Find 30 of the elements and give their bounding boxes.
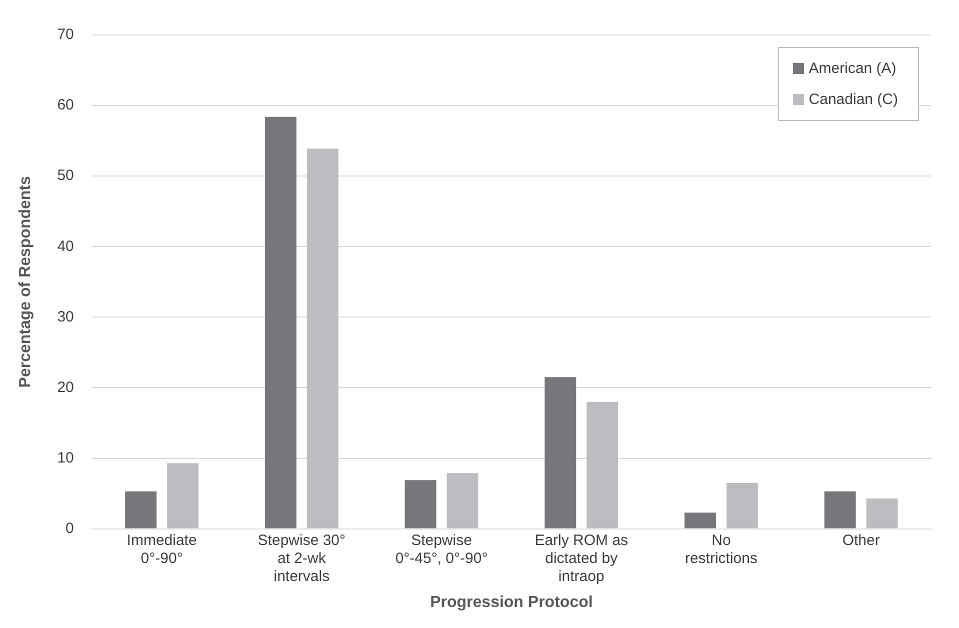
y-tick-label: 60 xyxy=(57,96,74,114)
bar xyxy=(586,402,618,528)
bar xyxy=(726,482,758,528)
bar xyxy=(167,463,199,528)
y-tick-label: 30 xyxy=(57,308,74,326)
x-tick-label: Other xyxy=(842,532,880,549)
legend-label: Canadian (C) xyxy=(808,91,898,108)
y-tick-label: 50 xyxy=(57,167,74,184)
x-axis-title: Progression Protocol xyxy=(430,594,593,611)
x-tick-label: Stepwise 0°-45°, 0°-90° xyxy=(395,532,488,567)
y-tick-label: 0 xyxy=(66,520,74,537)
y-axis-title: Percentage of Respondents xyxy=(17,176,34,388)
bar xyxy=(125,491,157,528)
bar xyxy=(446,473,478,528)
y-tick-label: 10 xyxy=(57,449,74,466)
bar xyxy=(824,491,856,528)
bar xyxy=(866,498,898,528)
x-tick-label: No restrictions xyxy=(684,532,758,567)
y-tick-label: 40 xyxy=(57,238,74,255)
x-tick-label: Early ROM as dictated by intraop xyxy=(534,532,628,585)
bar xyxy=(306,148,338,528)
bar xyxy=(264,116,296,528)
legend-label: American (A) xyxy=(808,60,896,77)
y-tick-label: 20 xyxy=(57,378,74,396)
x-tick-label: Immediate 0°-90° xyxy=(126,532,197,567)
x-tick-label: Stepwise 30° at 2-wk intervals xyxy=(258,532,346,585)
bar xyxy=(544,377,576,528)
bar xyxy=(684,512,716,528)
y-tick-label: 70 xyxy=(57,26,74,44)
bar xyxy=(404,480,436,528)
